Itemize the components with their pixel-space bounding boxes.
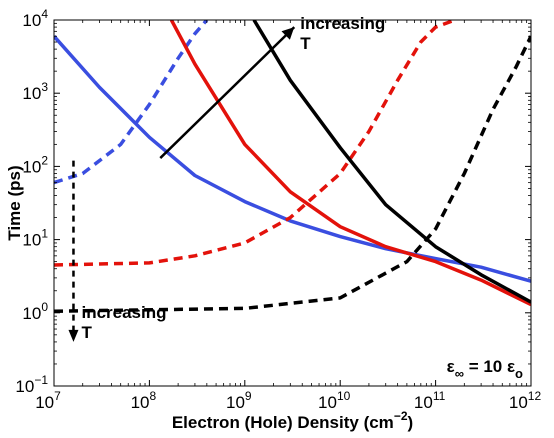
y-axis-title: Time (ps) — [5, 165, 24, 240]
x-axis-title-close: ) — [408, 413, 414, 432]
series-line-3 — [169, 20, 531, 307]
series-line-5 — [252, 20, 531, 304]
y-tick-label-5: 104 — [22, 7, 48, 30]
annotation-top-t: T — [300, 34, 311, 53]
x-tick-label-1: 108 — [131, 389, 157, 412]
x-axis-title: Electron (Hole) Density (cm−2) — [172, 409, 413, 432]
axis-ticks: 107 108 109 1010 1011 1012 10−1 100 101 102 103 104 — [15, 7, 541, 412]
series-layer — [54, 20, 531, 313]
y-tick-label-1: 100 — [22, 300, 48, 323]
x-tick-label-3: 1010 — [318, 389, 351, 412]
epsilon-equals-text: = 10 ε — [464, 357, 515, 376]
x-tick-label-4: 1011 — [414, 389, 446, 412]
x-axis-title-main: Electron (Hole) Density (cm — [172, 413, 394, 432]
x-axis-title-exponent: −2 — [394, 409, 408, 423]
y-tick-label-4: 103 — [22, 80, 48, 103]
annotations — [68, 26, 296, 342]
series-line-2 — [54, 20, 209, 185]
epsilon-symbol: ε — [447, 357, 455, 376]
epsilon-infinity-subscript: ∞ — [455, 366, 464, 381]
series-line-6 — [54, 35, 531, 313]
y-tick-label-3: 102 — [22, 153, 48, 176]
arrowhead-dashed — [68, 329, 79, 342]
annotation-epsilon: ε∞ = 10 εo — [447, 357, 523, 381]
annotation-bottom-increasing: increasing — [81, 303, 166, 322]
annotation-top-increasing: increasing — [300, 14, 385, 33]
arrowhead-solid — [281, 27, 295, 40]
series-line-1 — [54, 35, 531, 283]
x-tick-label-0: 107 — [35, 389, 61, 412]
plot-area-frame — [53, 19, 532, 387]
annotation-bottom-t: T — [81, 323, 92, 342]
epsilon-o-subscript: o — [515, 366, 523, 381]
y-tick-label-2: 101 — [22, 227, 48, 250]
x-tick-label-2: 109 — [226, 389, 252, 412]
y-tick-label-0: 10−1 — [15, 373, 48, 396]
arrow-increasing-t-solid — [159, 26, 296, 159]
x-tick-label-5: 1012 — [509, 389, 542, 412]
series-line-4 — [54, 20, 456, 267]
